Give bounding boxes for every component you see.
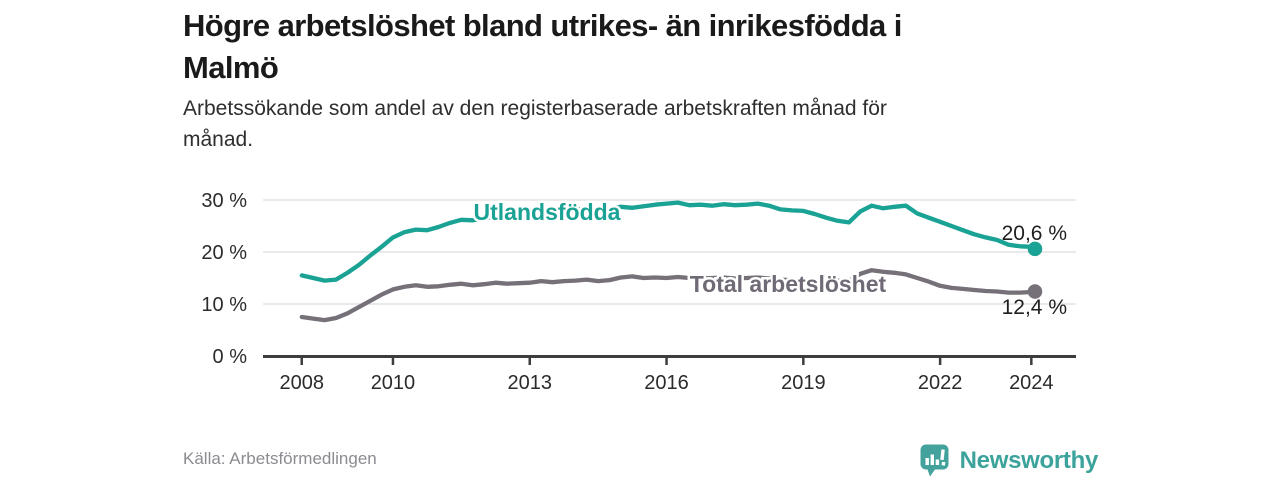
gridlines (263, 199, 1076, 305)
page-title: Högre arbetslöshet bland utrikes- än inr… (183, 5, 1073, 89)
x-tick-label: 2022 (918, 372, 963, 394)
series-line-1 (299, 268, 1038, 323)
series-line-0 (299, 200, 1038, 283)
y-tick-label: 30 % (201, 190, 247, 212)
x-tick-label: 2013 (507, 372, 552, 394)
series-end-dot-0 (1027, 241, 1043, 257)
end-value-label-utlandsfodda: 20,6 % (1002, 222, 1067, 245)
x-tick-marks (300, 356, 1033, 365)
y-tick-label: 0 % (213, 346, 248, 368)
newsworthy-wordmark: Newsworthy (959, 447, 1099, 474)
series-lines (299, 200, 1038, 323)
title-line-2: Malmö (183, 50, 279, 85)
x-tick-label: 2010 (371, 372, 416, 394)
series-end-dot-1 (1027, 284, 1043, 299)
y-tick-label: 10 % (201, 294, 247, 316)
end-value-label-total: 12,4 % (1002, 296, 1067, 319)
series-label-utlandsfodda: Utlandsfödda (474, 199, 621, 225)
x-tick-label: 2019 (781, 372, 826, 394)
x-axis-tick-labels: 2008 2010 2013 2016 2019 2022 2024 (280, 372, 1054, 394)
y-tick-label: 20 % (201, 242, 247, 264)
subtitle-line-1: Arbetssökande som andel av den registerb… (183, 97, 887, 120)
x-tick-label: 2016 (644, 372, 689, 394)
y-axis-tick-labels: 30 % 20 % 10 % 0 % (201, 190, 247, 368)
title-line-1: Högre arbetslöshet bland utrikes- än inr… (183, 8, 902, 43)
x-tick-label: 2008 (280, 372, 325, 394)
newsworthy-bubble-chart-icon (920, 444, 949, 477)
newsworthy-logo[interactable]: Newsworthy (919, 443, 1098, 479)
series-label-total-arbetsloshet: Total arbetslöshet (690, 271, 887, 297)
x-tick-label: 2024 (1009, 372, 1054, 394)
series-end-dots (1027, 241, 1043, 299)
subtitle-line-2: månad. (183, 128, 254, 151)
source-attribution: Källa: Arbetsförmedlingen (183, 449, 377, 468)
chart-subtitle: Arbetssökande som andel av den registerb… (183, 93, 1053, 155)
